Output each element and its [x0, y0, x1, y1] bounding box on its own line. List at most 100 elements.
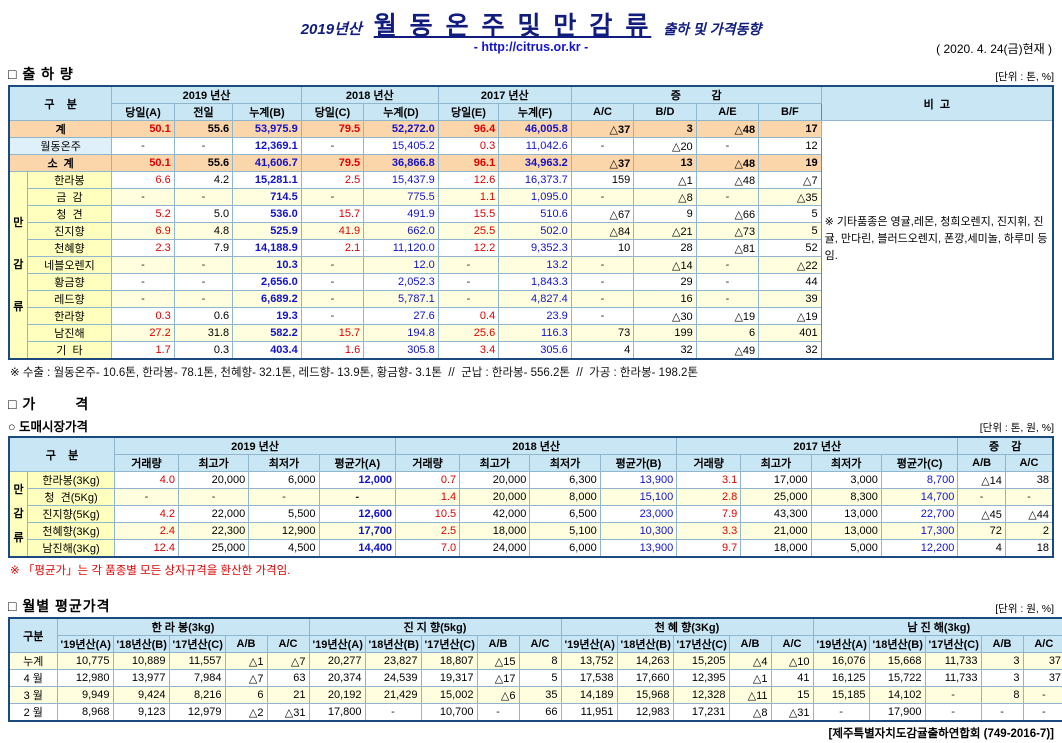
- row-label: 청 견: [26, 205, 113, 223]
- data-cell: -: [248, 488, 320, 506]
- data-cell: 5: [758, 222, 822, 240]
- data-cell: -: [300, 188, 365, 206]
- data-cell: 5: [518, 669, 562, 687]
- group-header-row: 구 분 2019 년산 2018 년산 2017 년산 증 감: [8, 436, 1054, 472]
- price-row: 청 견(5Kg) - - - -1.4 20,000 8,000 15,100 2.8 25,00…: [9, 488, 1054, 506]
- row-label: 남진해(3Kg): [27, 539, 115, 558]
- data-cell: 6,000: [529, 539, 601, 558]
- group-header-row: 구분 한 라 봉(3kg) 진 지 향(5kg) 천 혜 향(3Kg) 남 진 …: [8, 617, 1062, 653]
- data-cell: 491.9: [363, 205, 439, 223]
- section-title-monthly: □ 월별 평균가격: [8, 598, 111, 614]
- data-cell: -: [111, 273, 175, 291]
- shipment-row: 금 감 - -714.5-775.5 1.1 1,095.0- △8- △35: [9, 188, 1053, 206]
- row-label: 기 타: [26, 341, 113, 360]
- data-cell: 4.2: [173, 171, 234, 189]
- data-cell: 525.9: [232, 222, 302, 240]
- subheader: A/B: [980, 635, 1024, 653]
- shipment-table: 구 분 2019 년산 2018 년산 2017 년산 증 감 비 고 당일(A…: [8, 85, 1054, 360]
- data-cell: 12,000: [318, 471, 397, 489]
- data-cell: △2: [224, 703, 268, 722]
- data-cell: 11,733: [924, 652, 982, 670]
- data-cell: 50.1: [111, 154, 175, 172]
- data-cell: 2.3: [111, 239, 175, 257]
- data-cell: 41.9: [300, 222, 365, 240]
- data-cell: 1.7: [111, 341, 175, 360]
- site-url-link[interactable]: - http://citrus.or.kr -: [473, 40, 589, 54]
- shipment-section-header: □ 출 하 량 [단위 : 톤, %]: [8, 64, 1054, 84]
- col-header-gubun: 구 분: [8, 436, 115, 472]
- data-cell: 23.9: [498, 307, 572, 325]
- row-label: 레드향: [26, 290, 113, 308]
- data-cell: -: [695, 188, 760, 206]
- data-cell: 18: [1004, 539, 1054, 558]
- subheader: A/C: [1004, 454, 1054, 472]
- data-cell: -: [695, 290, 760, 308]
- data-cell: 10.3: [232, 256, 302, 274]
- price-section-header: □ 가 격: [8, 394, 1054, 414]
- data-cell: 6.9: [111, 222, 175, 240]
- data-cell: -: [111, 256, 175, 274]
- data-cell: 6,689.2: [232, 290, 302, 308]
- data-cell: 5.2: [111, 205, 175, 223]
- subheader: '18년산(B): [364, 635, 422, 653]
- data-cell: 2.5: [300, 171, 365, 189]
- data-cell: 6: [224, 686, 268, 704]
- subheader: A/E: [695, 103, 760, 121]
- data-cell: 8,968: [56, 703, 114, 722]
- data-cell: 11,557: [168, 652, 226, 670]
- row-label: 월동온주: [8, 137, 113, 155]
- data-cell: 1,843.3: [498, 273, 572, 291]
- data-cell: -: [812, 703, 870, 722]
- data-cell: △1: [728, 669, 772, 687]
- data-cell: 4.8: [173, 222, 234, 240]
- subheader-row: 당일(A) 전일 누계(B) 당일(C) 누계(D) 당일(E) 누계(F) A…: [9, 103, 1053, 121]
- data-cell: 5,000: [810, 539, 882, 558]
- data-cell: △48: [695, 120, 760, 138]
- price-row: 남진해(3Kg) 12.4 25,000 4,500 14,400 7.0 24,000 6,…: [9, 539, 1054, 558]
- data-cell: -: [173, 188, 234, 206]
- data-cell: 0.7: [395, 471, 461, 489]
- section-title-price: □ 가 격: [8, 396, 90, 412]
- subheader: A/B: [728, 635, 772, 653]
- data-cell: 9,123: [112, 703, 170, 722]
- data-cell: -: [437, 290, 500, 308]
- data-cell: 8,700: [880, 471, 959, 489]
- data-cell: △30: [633, 307, 697, 325]
- data-cell: △45: [957, 505, 1006, 523]
- data-cell: 14,700: [880, 488, 959, 506]
- data-cell: △1: [224, 652, 268, 670]
- subheader: '18년산(B): [616, 635, 674, 653]
- data-cell: 8: [980, 686, 1024, 704]
- data-cell: 7,984: [168, 669, 226, 687]
- data-cell: △84: [570, 222, 635, 240]
- subheader: A/B: [224, 635, 268, 653]
- subheader: 최고가: [740, 454, 812, 472]
- col-group-namjinhae: 남 진 해(3kg): [812, 617, 1062, 636]
- data-cell: 15,100: [599, 488, 678, 506]
- data-cell: 4: [570, 341, 635, 360]
- data-cell: 41,606.7: [232, 154, 302, 172]
- data-cell: 9.7: [676, 539, 742, 558]
- data-cell: 46,005.8: [498, 120, 572, 138]
- subheader: 당일(C): [300, 103, 365, 121]
- shipment-row: 만 감 류 한라봉 6.6 4.2 15,281.1 2.5 15,437.9 12.6 16,…: [8, 171, 1053, 360]
- data-cell: 25,000: [740, 488, 812, 506]
- data-cell: 79.5: [300, 154, 365, 172]
- data-cell: -: [111, 290, 175, 308]
- data-cell: △20: [633, 137, 697, 155]
- data-cell: 401: [758, 324, 822, 342]
- data-cell: -: [173, 290, 234, 308]
- data-cell: 12,200: [880, 539, 959, 558]
- monthly-avg-price-table: 구분 한 라 봉(3kg) 진 지 향(5kg) 천 혜 향(3Kg) 남 진 …: [8, 617, 1062, 722]
- data-cell: 15.5: [437, 205, 500, 223]
- data-cell: 21,000: [740, 522, 812, 540]
- data-cell: 8: [518, 652, 562, 670]
- col-group-2018: 2018 년산: [395, 436, 678, 455]
- row-label: 금 감: [26, 188, 113, 206]
- data-cell: △35: [758, 188, 822, 206]
- subheader: 누계(D): [363, 103, 439, 121]
- data-cell: 17,900: [868, 703, 926, 722]
- data-cell: △73: [695, 222, 760, 240]
- data-cell: 9,352.3: [498, 239, 572, 257]
- data-cell: 10,700: [420, 703, 478, 722]
